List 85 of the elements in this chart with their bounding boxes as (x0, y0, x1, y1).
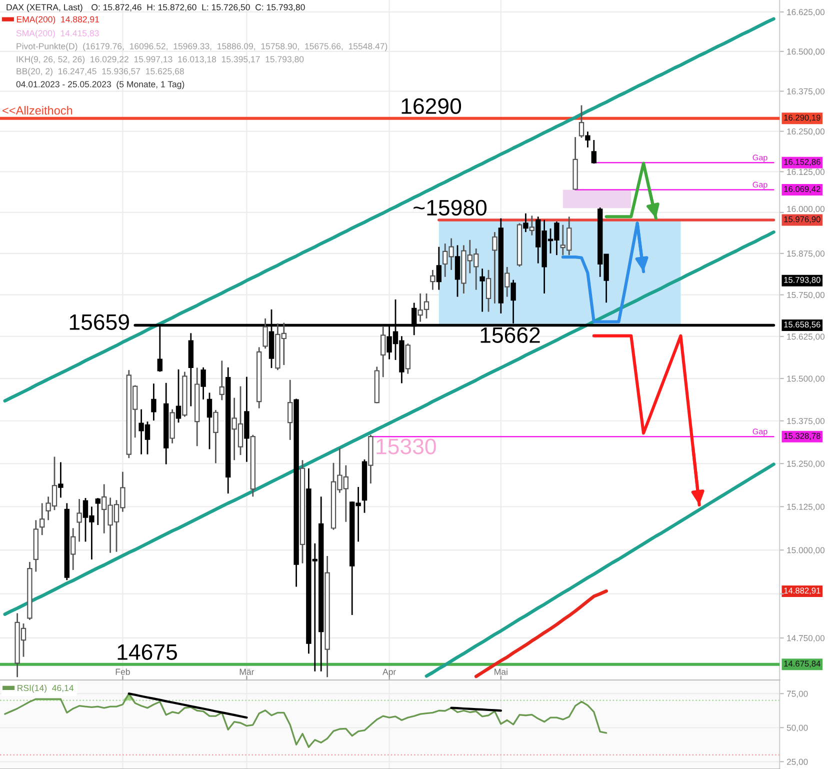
data-label: 16.069,42 (784, 186, 820, 193)
candlestick (40, 502, 45, 536)
y-tick-label: 16.375,00 (787, 88, 825, 96)
annotation: Gap (752, 154, 768, 162)
y-tick-label: 16.125,00 (787, 168, 825, 176)
candlestick (95, 497, 100, 526)
y-tick-label: 15.500,00 (787, 376, 825, 383)
candlestick (151, 382, 156, 422)
annotation: <<Allzeithoch (2, 106, 72, 115)
candlestick (200, 366, 206, 400)
candlestick (76, 498, 82, 542)
y-tick-label: 15.375,00 (787, 418, 825, 426)
y-tick-label: 16.000,00 (787, 206, 825, 214)
candlestick (288, 379, 293, 441)
annotation: 15662 (480, 327, 540, 343)
data-label: 15.976,90 (784, 216, 820, 224)
x-tick-label: Feb (116, 668, 130, 675)
text: 15.793,80 (784, 276, 820, 284)
annotation: Gap (752, 182, 768, 190)
candlestick (454, 244, 460, 298)
candlestick (430, 269, 436, 291)
candlestick (578, 104, 584, 138)
y-tick-label: 16.500,00 (787, 48, 825, 56)
candlestick (523, 212, 528, 233)
candlestick (585, 130, 590, 148)
candlestick (380, 325, 386, 378)
x-tick-label: Apr (382, 668, 396, 677)
annotation: Pivot-Punkte(D) (16179.76, 16096.52, 15969.33, 15886.09, 15758.90, 15675.66, 15548.47) (16, 42, 388, 52)
annotation: SMA(200) 14.415,83 (16, 30, 99, 38)
annotation: BB(20, 2) 16.247,45 15.936,57 15.625,68 (16, 68, 184, 76)
candlestick (492, 231, 498, 304)
line-series (3, 17, 776, 403)
line-series (4, 692, 608, 748)
annotation: ~15980 (414, 200, 487, 216)
annotation: 15659 (70, 314, 129, 330)
legend-label: RSI(14) 46,14 (18, 684, 74, 693)
y-tick-label: 25,00 (786, 758, 808, 766)
annotation: Gap (752, 428, 768, 436)
candlestick (529, 214, 535, 236)
annotation: 15330 (376, 438, 436, 454)
y-tick-label: 15.000,00 (787, 547, 825, 554)
candlestick (436, 246, 442, 291)
y-tick-label: 15.250,00 (787, 460, 825, 468)
line-series (592, 334, 701, 506)
y-tick-label: 15.875,00 (787, 250, 825, 258)
line-series (474, 589, 608, 678)
x-tick-label: Mär (240, 668, 254, 675)
data-label: 16.152,86 (784, 159, 820, 166)
y-tick-label: 16.250,00 (787, 128, 825, 136)
y-tick-label: 50,00 (786, 724, 808, 732)
candlestick (213, 409, 218, 464)
annotation: IKH(9, 26, 52, 26) 16.029,22 15.997,13 16.013,18 15.395,17 15.793,80 (16, 56, 304, 64)
ref-line-label: 14.675,84 (784, 660, 820, 668)
candlestick (176, 368, 182, 424)
candlestick (262, 318, 268, 350)
line-series (561, 222, 646, 324)
y-tick-label: 16.625,00 (787, 9, 825, 16)
text: 14.882,91 (784, 588, 820, 595)
annotation: 14675 (118, 644, 177, 660)
y-tick-label: 15.125,00 (787, 504, 825, 511)
data-label: 15.658,56 (784, 322, 820, 328)
candlestick (591, 139, 597, 164)
line-series (3, 230, 776, 616)
chart-title: DAX (XETRA, Last) (6, 4, 82, 12)
legend-label: EMA(200) 14.882,91 (16, 16, 99, 24)
y-tick-label: 14.750,00 (787, 635, 825, 642)
ref-line-label: 16.290,19 (784, 114, 820, 122)
candlestick (486, 269, 492, 312)
chart-subtitle: O: 15.872,46 H: 15.872,60 L: 15.726,50 C: 15.793,80 (92, 4, 305, 12)
x-tick-label: Mai (494, 668, 508, 675)
annotation: 16290 (402, 98, 462, 114)
candlestick (504, 266, 510, 298)
candlestick (480, 268, 485, 312)
candlestick (206, 392, 212, 450)
y-tick-label: 15.750,00 (787, 292, 825, 300)
line-series (604, 162, 658, 220)
y-tick-label: 15.625,00 (787, 334, 825, 341)
candlestick (70, 527, 76, 571)
candlestick (405, 342, 411, 374)
y-tick-label: 75,00 (786, 690, 808, 698)
annotation: 04.01.2023 - 25.05.2023 (5 Monate, 1 Tag) (16, 80, 184, 90)
candlestick (58, 462, 64, 498)
candlestick (219, 360, 224, 401)
line-series (424, 462, 776, 678)
data-label: 15.328,78 (784, 432, 820, 440)
